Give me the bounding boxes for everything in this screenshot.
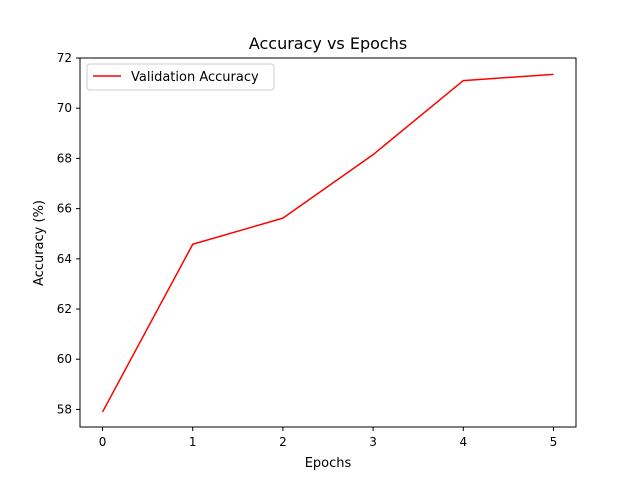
y-tick-label: 72 [57, 51, 72, 65]
x-tick-label: 1 [189, 435, 197, 449]
y-axis-label: Accuracy (%) [32, 200, 47, 286]
series-line-validation-accuracy [101, 73, 554, 413]
y-tick-label: 62 [57, 302, 72, 316]
y-tick-label: 64 [57, 252, 72, 266]
plot-frame [79, 57, 577, 428]
y-tick-label: 70 [57, 101, 72, 115]
y-tick-label: 66 [57, 202, 72, 216]
legend-label: Validation Accuracy [131, 70, 259, 85]
legend: Validation Accuracy [86, 63, 275, 91]
ticks-layer: 0 1 2 3 4 5 58 60 62 64 66 68 70 72 [57, 51, 558, 449]
x-tick-label: 4 [459, 435, 467, 449]
x-axis-label: Epochs [305, 456, 352, 471]
y-tick-label: 60 [57, 352, 72, 366]
chart-title: Accuracy vs Epochs [249, 34, 407, 53]
x-tick-label: 2 [279, 435, 287, 449]
legend-box [86, 63, 275, 91]
y-tick-label: 58 [57, 402, 72, 416]
x-tick-label: 0 [99, 435, 107, 449]
series-layer [101, 73, 554, 413]
x-tick-label: 5 [550, 435, 558, 449]
x-tick-label: 3 [369, 435, 377, 449]
y-tick-label: 68 [57, 151, 72, 165]
